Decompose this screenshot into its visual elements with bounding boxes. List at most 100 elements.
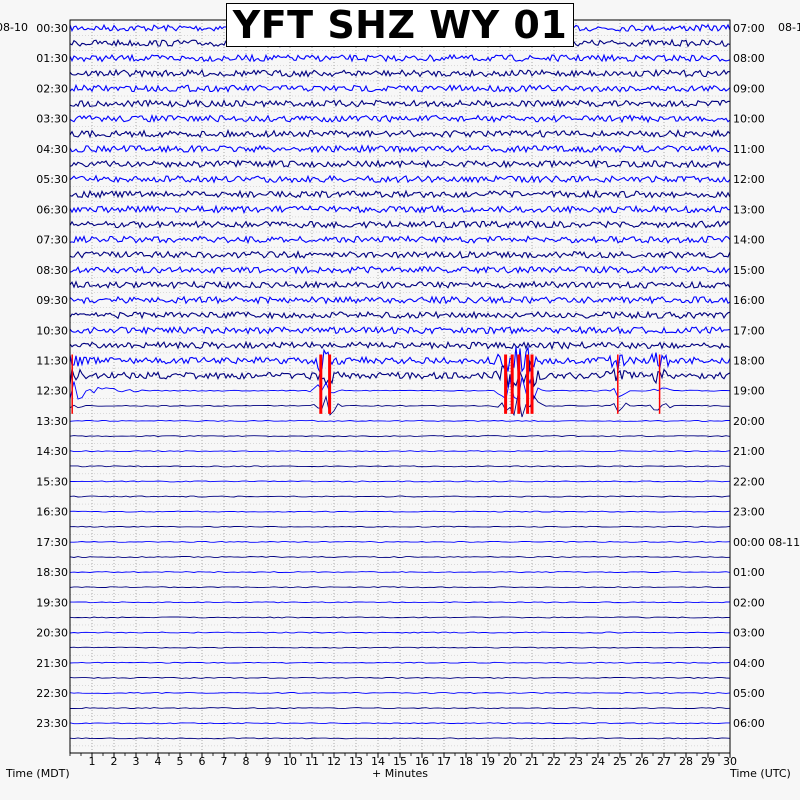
seismic-trace [69, 345, 731, 374]
chart-title-box: YFT SHZ WY 01 [226, 3, 574, 47]
right-tick-label: 12:00 [733, 173, 765, 186]
left-tick-label: 06:30 [36, 203, 68, 216]
seismic-trace [69, 204, 731, 215]
left-tick-label: 13:30 [36, 415, 68, 428]
clipped-burst-mark [658, 354, 661, 414]
right-axis-label: Time (UTC) [729, 767, 791, 780]
seismic-trace [70, 465, 731, 468]
x-tick-label: 27 [657, 755, 671, 768]
left-tick-label: 04:30 [36, 143, 68, 156]
seismic-trace [69, 586, 731, 589]
seismic-trace [69, 376, 731, 401]
x-tick-label: 24 [591, 755, 605, 768]
clipped-event-marks [71, 354, 661, 414]
seismic-trace [69, 722, 730, 725]
left-tick-label: 15:30 [36, 475, 68, 488]
seismic-trace [69, 280, 731, 290]
seismic-trace [69, 144, 730, 154]
x-tick-label: 3 [133, 755, 140, 768]
seismic-trace [69, 495, 731, 498]
x-tick-label: 25 [613, 755, 627, 768]
x-tick-label: 19 [481, 755, 495, 768]
x-tick-label: 20 [503, 755, 517, 768]
seismic-trace [69, 450, 731, 453]
x-tick-label: 1 [89, 755, 96, 768]
x-axis-label: + Minutes [372, 767, 428, 780]
x-tick-label: 23 [569, 755, 583, 768]
start-date-right: 08-1 [778, 21, 800, 34]
x-tick-label: 7 [221, 755, 228, 768]
x-axis-ticks: 1 2 3 4 5 6 7 8 9 10 11 12 13 14 15 16 17 18 19 20 21 22 23 24 2… [69, 753, 737, 768]
left-axis-label: Time (MDT) [5, 767, 70, 780]
seismic-trace [69, 692, 731, 694]
x-tick-label: 2 [111, 755, 118, 768]
clipped-burst-mark [328, 354, 332, 414]
right-tick-label: 01:00 [733, 566, 765, 579]
right-tick-label: 06:00 [733, 717, 765, 730]
seismic-trace [69, 219, 731, 230]
left-tick-label: 00:30 [36, 22, 68, 35]
right-tick-label: 11:00 [733, 143, 765, 156]
left-tick-label: 12:30 [36, 385, 68, 398]
seismic-trace [69, 525, 731, 528]
right-tick-label: 00:00 08-11 [733, 536, 800, 549]
left-tick-label: 22:30 [36, 687, 68, 700]
x-tick-label: 12 [327, 755, 341, 768]
x-tick-label: 8 [243, 755, 250, 768]
x-tick-label: 29 [701, 755, 715, 768]
x-tick-label: 9 [265, 755, 272, 768]
seismic-trace [69, 661, 731, 664]
x-tick-label: 28 [679, 755, 693, 768]
seismic-trace [69, 265, 731, 275]
right-tick-label: 21:00 [733, 445, 765, 458]
right-tick-label: 19:00 [733, 385, 765, 398]
right-tick-label: 23:00 [733, 506, 765, 519]
clipped-burst-mark [617, 354, 619, 414]
x-tick-label: 10 [283, 755, 297, 768]
seismic-trace [69, 556, 731, 558]
left-tick-label: 10:30 [36, 324, 68, 337]
x-tick-label: 6 [199, 755, 206, 768]
seismic-trace [69, 394, 731, 418]
right-tick-label: 04:00 [733, 657, 765, 670]
left-tick-label: 16:30 [36, 506, 68, 519]
left-tick-label: 23:30 [36, 717, 68, 730]
left-tick-label: 17:30 [36, 536, 68, 549]
seismic-trace [69, 53, 731, 63]
seismic-trace [69, 174, 731, 184]
clipped-burst-mark [504, 354, 508, 414]
left-tick-label: 03:30 [36, 113, 68, 126]
right-tick-label: 15:00 [733, 264, 765, 277]
right-tick-label: 14:00 [733, 234, 765, 247]
x-tick-label: 13 [349, 755, 363, 768]
right-tick-label: 22:00 [733, 475, 765, 488]
right-tick-label: 03:00 [733, 627, 765, 640]
seismic-trace [69, 480, 731, 483]
x-tick-label: 21 [525, 755, 539, 768]
x-tick-label: 17 [437, 755, 451, 768]
seismic-trace [69, 189, 731, 199]
seismic-trace [70, 540, 731, 543]
clipped-burst-mark [530, 354, 534, 414]
seismic-trace [69, 68, 731, 78]
seismic-trace [69, 128, 731, 139]
left-tick-label: 07:30 [36, 234, 68, 247]
seismic-trace [69, 250, 731, 260]
seismic-trace [69, 235, 731, 245]
x-tick-label: 14 [371, 755, 385, 768]
right-tick-label: 16:00 [733, 294, 765, 307]
seismic-trace [69, 510, 731, 513]
clipped-burst-mark [517, 354, 521, 414]
left-tick-label: 19:30 [36, 596, 68, 609]
x-tick-label: 11 [305, 755, 319, 768]
seismic-trace [69, 571, 731, 574]
clipped-burst-mark [71, 354, 73, 414]
seismic-trace [69, 325, 731, 336]
seismic-trace [69, 435, 731, 438]
left-tick-label: 08:30 [36, 264, 68, 277]
seismic-traces [69, 23, 731, 740]
left-tick-label: 09:30 [36, 294, 68, 307]
clipped-burst-mark [510, 354, 514, 414]
seismic-trace [69, 295, 731, 305]
